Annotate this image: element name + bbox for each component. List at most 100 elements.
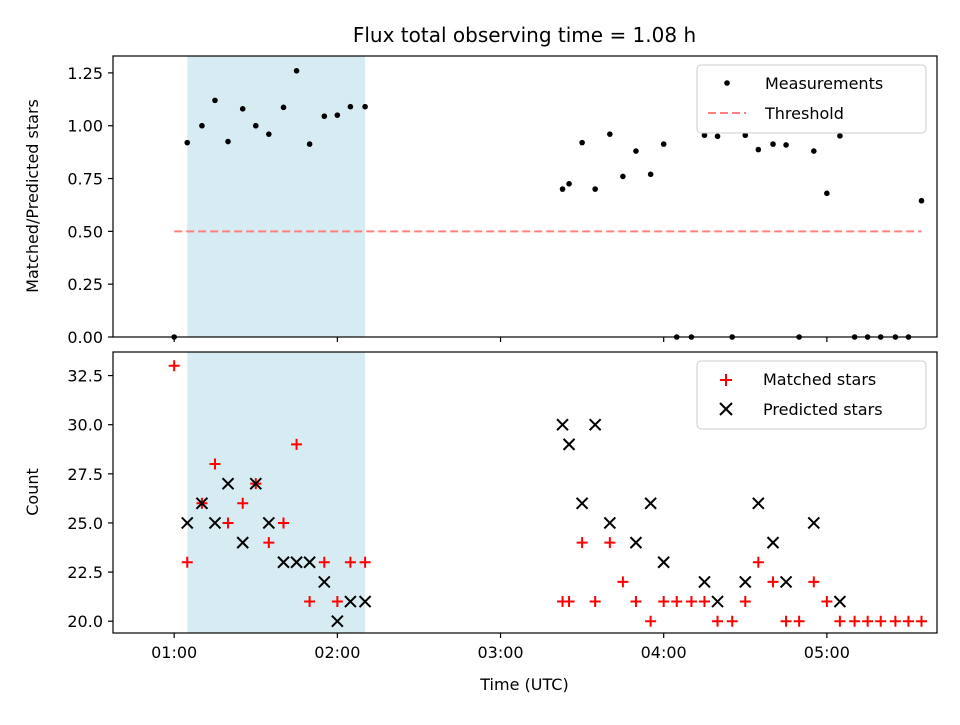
legend-predicted-marker: [719, 402, 733, 416]
top-legend: Measurements Threshold: [696, 64, 927, 134]
top-measurements-point: [306, 141, 313, 147]
bottom-y-tick-label: 22.5: [67, 563, 103, 582]
bottom-y-tick-label: 30.0: [67, 416, 103, 435]
top-measurements-point: [184, 139, 191, 146]
top-measurements-point: [837, 133, 843, 139]
bottom-matched-stars-point: [359, 556, 371, 568]
bottom-predicted-stars-point: [195, 497, 209, 510]
bottom-predicted-stars-point: [277, 556, 290, 569]
bottom-x-tick-label: 02:00: [314, 643, 360, 662]
bottom-y-tick-label: 25.0: [67, 514, 103, 533]
top-measurements-point: [321, 113, 328, 120]
bottom-matched-stars-point: [630, 596, 642, 608]
bottom-predicted-stars-point: [262, 516, 276, 530]
top-y-tick-label: 0.00: [67, 328, 103, 347]
bottom-shaded-span: [187, 352, 366, 633]
top-shaded-span: [187, 56, 366, 337]
bottom-predicted-stars-point: [249, 477, 262, 490]
top-measurements-point: [607, 131, 613, 137]
bottom-panel: 20.0 22.5 25.0 27.5 30.0 32.5 01:00 02:00 03:00 0…: [67, 351, 938, 662]
bottom-predicted-stars-point: [331, 615, 344, 628]
bottom-matched-stars-point: [331, 596, 343, 608]
top-measurements-point: [579, 139, 585, 146]
bottom-predicted-stars-point: [562, 438, 576, 451]
bottom-matched-stars-point: [767, 576, 779, 588]
bottom-matched-stars-point: [304, 596, 316, 608]
bottom-predicted-stars-point: [318, 575, 331, 589]
bottom-predicted-stars-point: [807, 516, 821, 530]
top-measurements-point: [293, 67, 300, 74]
bottom-matched-stars-point: [181, 556, 193, 568]
bottom-matched-stars-point: [834, 615, 846, 627]
bottom-matched-stars-point: [902, 615, 914, 627]
top-measurements-point: [566, 181, 572, 187]
bottom-matched-stars-point: [658, 596, 670, 608]
bottom-predicted-stars-point: [358, 595, 372, 608]
top-measurements-point: [647, 171, 654, 178]
bottom-y-axis-label: Count: [23, 468, 42, 516]
bottom-predicted-stars-point: [344, 595, 357, 608]
x-axis-label: Time (UTC): [479, 675, 568, 694]
top-y-axis-label: Matched/Predicted stars: [23, 99, 42, 293]
bottom-x-tick-label: 03:00: [477, 643, 523, 662]
bottom-predicted-stars-point: [629, 536, 643, 549]
bottom-matched-stars-point: [263, 537, 275, 549]
bottom-predicted-stars-point: [221, 477, 235, 490]
bottom-predicted-stars-point: [657, 556, 670, 569]
top-y-tick-label: 0.75: [67, 170, 103, 189]
top-measurements-point: [239, 106, 246, 112]
top-y-tick-label: 1.25: [67, 64, 103, 83]
bottom-matched-stars-point: [862, 615, 874, 627]
bottom-matched-stars-point: [698, 596, 710, 608]
bottom-matched-stars-point: [712, 615, 724, 627]
bottom-matched-stars-point: [671, 596, 683, 608]
bottom-predicted-stars-point: [739, 575, 752, 589]
bottom-predicted-stars-point: [588, 418, 602, 431]
top-measurements-point: [620, 173, 626, 180]
top-measurements-point: [280, 104, 287, 111]
top-measurements-point: [212, 97, 218, 104]
bottom-predicted-stars-point: [833, 595, 847, 608]
top-measurements-point: [714, 133, 721, 140]
bottom-predicted-stars-point: [181, 516, 194, 530]
top-measurements-point: [362, 103, 368, 110]
bottom-legend: Matched stars Predicted stars: [696, 360, 927, 430]
top-measurements-point: [633, 148, 639, 154]
bottom-matched-stars-point: [291, 438, 303, 450]
bottom-matched-stars-point: [752, 556, 764, 568]
bottom-predicted-stars-point: [236, 536, 249, 549]
legend-threshold-label: Threshold: [764, 104, 844, 123]
bottom-matched-stars-point: [222, 517, 234, 529]
bottom-matched-stars-point: [915, 615, 927, 627]
top-measurements-point: [701, 132, 708, 139]
top-measurements-point: [347, 103, 354, 110]
bottom-x-tick-label: 04:00: [641, 643, 687, 662]
bottom-predicted-stars-point: [208, 516, 222, 530]
top-measurements-point: [559, 186, 566, 192]
top-measurements-point: [755, 146, 762, 153]
bottom-predicted-stars-point: [303, 556, 316, 569]
bottom-matched-stars-point: [726, 615, 738, 627]
top-measurements-point: [824, 190, 830, 197]
top-panel: 0.00 0.25 0.50 0.75 1.00 1.25: [67, 55, 938, 347]
top-y-tick-label: 0.25: [67, 275, 103, 294]
bottom-predicted-stars-point: [556, 418, 569, 431]
bottom-predicted-stars-point: [644, 497, 657, 510]
bottom-predicted-stars-point: [766, 536, 780, 549]
bottom-predicted-stars-point: [603, 516, 617, 530]
legend-measurements-marker: [724, 80, 730, 86]
bottom-matched-stars-point: [780, 615, 792, 627]
top-y-tick-label: 0.50: [67, 222, 103, 241]
bottom-matched-stars-point: [739, 596, 751, 608]
top-measurements-point: [918, 197, 925, 204]
bottom-matched-stars-point: [344, 556, 356, 568]
bottom-legend-frame: [696, 360, 927, 430]
top-measurements-point: [783, 142, 789, 148]
legend-predicted-label: Predicted stars: [763, 400, 883, 419]
top-measurements-point: [252, 122, 259, 129]
top-measurements-point: [660, 141, 667, 147]
bottom-predicted-stars-point: [752, 497, 765, 510]
top-axes-frame: [112, 55, 938, 338]
top-measurements-point: [266, 131, 272, 137]
bottom-y-tick-label: 32.5: [67, 367, 103, 386]
